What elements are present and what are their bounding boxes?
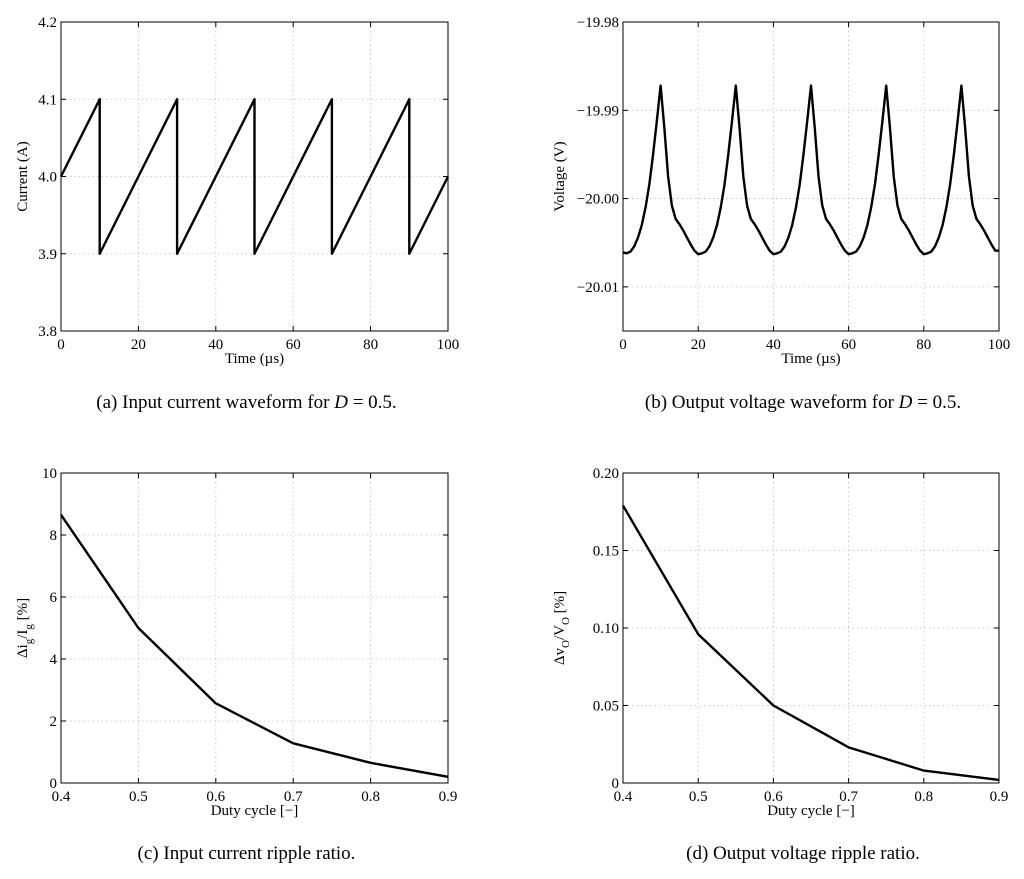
caption-label: (c) [138, 843, 159, 864]
voltage-series-line [622, 84, 999, 256]
y-tick-label: 4.2 [38, 15, 57, 31]
x-axis-label: Duty cycle [−] [211, 803, 299, 819]
x-axis-label: Time (µs) [225, 351, 284, 367]
y-tick-label: 4.1 [38, 92, 57, 108]
caption-text: Output voltage waveform for [672, 392, 895, 413]
plot-frame [60, 472, 449, 784]
axis-ticks: 0.4 0.5 0.6 0.7 0.8 0.9 0 0.05 0.10 0.15 0.20 [593, 466, 1009, 805]
x-tick-label: 60 [841, 337, 856, 353]
grid [61, 473, 448, 783]
y-tick-label: 6 [50, 590, 58, 606]
panel-input-current-waveform: 0 20 40 60 80 100 3.8 3.9 4.0 4.1 4.2 Time (µs) Cu… [15, 15, 459, 413]
x-tick-label: 0.7 [839, 789, 858, 805]
x-tick-label: 100 [988, 337, 1011, 353]
caption-variable: D [333, 392, 348, 413]
axis-ticks: 0 20 40 60 80 100 3.8 3.9 4.0 4.1 4.2 [38, 15, 459, 353]
x-tick-label: 0.6 [764, 789, 783, 805]
caption-equation: = 0.5. [348, 392, 397, 413]
x-axis-label: Time (µs) [781, 351, 840, 367]
x-tick-label: 100 [437, 337, 460, 353]
y-tick-label: 4.0 [38, 170, 57, 186]
y-tick-label: 0 [612, 776, 620, 792]
y-tick-label: 3.8 [38, 324, 57, 340]
caption-variable: D [898, 392, 913, 413]
x-tick-label: 0.9 [990, 789, 1009, 805]
y-axis-label: Δig/Ig [%] [15, 598, 35, 658]
caption-a: (a) Input current waveform for D = 0.5. [96, 392, 396, 413]
x-tick-label: 20 [691, 337, 706, 353]
y-tick-label: −20.01 [577, 280, 619, 296]
y-tick-label: 2 [50, 714, 58, 730]
x-tick-label: 80 [916, 337, 931, 353]
y-axis-label: ΔvO/VO [%] [552, 591, 572, 665]
ripple-series-line [60, 514, 449, 778]
x-tick-label: 0 [57, 337, 65, 353]
caption-text: Input current ripple ratio. [163, 843, 355, 864]
x-tick-label: 20 [131, 337, 146, 353]
y-axis-label: Voltage (V) [552, 141, 568, 211]
y-tick-label: 8 [50, 528, 58, 544]
x-tick-label: 0.4 [614, 789, 633, 805]
ripple-series-line [621, 504, 1000, 782]
grid [623, 22, 999, 331]
panel-output-voltage-waveform: 0 20 40 60 80 100 −20.01 −20.00 −19.99 −19.98 Tim… [552, 15, 1010, 413]
caption-text: Input current waveform for [122, 392, 330, 413]
y-tick-label: −20.00 [577, 192, 619, 208]
y-tick-label: −19.99 [577, 103, 619, 119]
panel-output-voltage-ripple-ratio: 0.4 0.5 0.6 0.7 0.8 0.9 0 0.05 0.10 0.15 0.20 Duty… [552, 466, 1008, 864]
x-axis-label: Duty cycle [−] [767, 803, 855, 819]
caption-label: (b) [645, 392, 667, 413]
x-tick-label: 0.6 [206, 789, 225, 805]
caption-text: Output voltage ripple ratio. [713, 843, 920, 864]
y-tick-label: 0.10 [593, 621, 619, 637]
y-tick-label: 0 [50, 776, 58, 792]
x-tick-label: 40 [766, 337, 781, 353]
x-tick-label: 60 [286, 337, 301, 353]
panel-input-current-ripple-ratio: 0.4 0.5 0.6 0.7 0.8 0.9 0 2 4 6 8 10 Duty cycle [−]… [15, 466, 457, 864]
y-tick-label: 4 [50, 652, 58, 668]
current-series-line [59, 98, 450, 255]
caption-d: (d) Output voltage ripple ratio. [686, 843, 920, 864]
x-tick-label: 0 [619, 337, 627, 353]
x-tick-label: 0.9 [439, 789, 458, 805]
axis-ticks: 0 20 40 60 80 100 −20.01 −20.00 −19.99 −19.98 [577, 15, 1010, 353]
x-tick-label: 0.8 [914, 789, 933, 805]
x-tick-label: 0.5 [129, 789, 148, 805]
x-tick-label: 0.4 [52, 789, 71, 805]
axis-ticks: 0.4 0.5 0.6 0.7 0.8 0.9 0 2 4 6 8 10 [42, 466, 457, 805]
y-tick-label: 0.20 [593, 466, 619, 482]
y-axis-label: Current (A) [15, 141, 31, 211]
y-tick-label: −19.98 [577, 15, 619, 31]
x-tick-label: 40 [208, 337, 223, 353]
y-tick-label: 10 [42, 466, 57, 482]
x-tick-label: 0.7 [284, 789, 303, 805]
caption-b: (b) Output voltage waveform for D = 0.5. [645, 392, 961, 413]
x-tick-label: 80 [363, 337, 378, 353]
grid [623, 473, 999, 783]
y-tick-label: 0.15 [593, 544, 619, 560]
y-tick-label: 0.05 [593, 699, 619, 715]
plot-frame [622, 21, 1000, 332]
caption-label: (a) [96, 392, 117, 413]
y-tick-label: 3.9 [38, 247, 57, 263]
x-tick-label: 0.8 [361, 789, 380, 805]
caption-label: (d) [686, 843, 708, 864]
caption-equation: = 0.5. [912, 392, 961, 413]
caption-c: (c) Input current ripple ratio. [138, 843, 356, 864]
x-tick-label: 0.5 [689, 789, 708, 805]
